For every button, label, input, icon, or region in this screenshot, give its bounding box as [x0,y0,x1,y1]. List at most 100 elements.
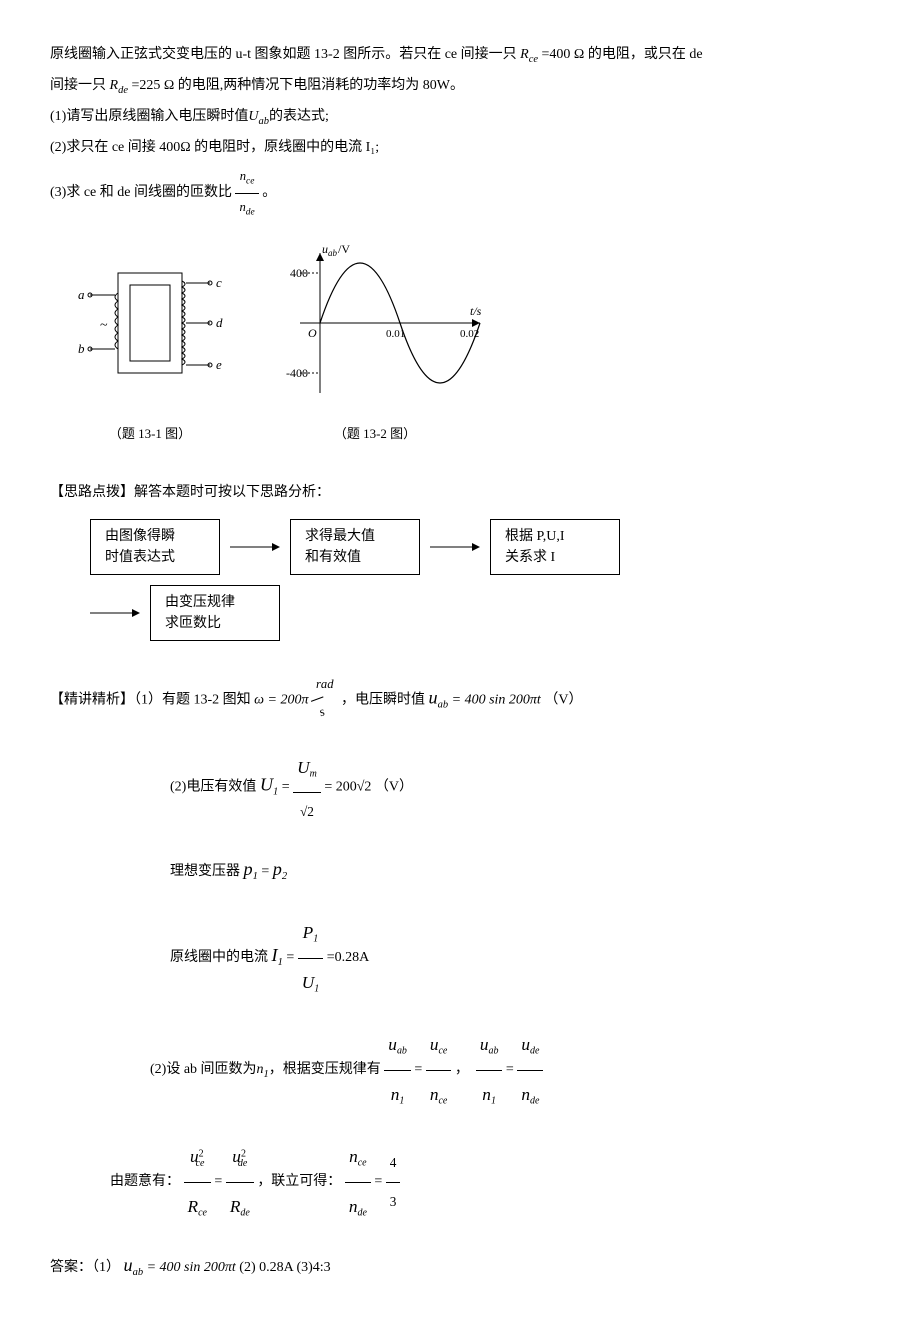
solution-2a: (2)电压有效值 U1 = Um √2 = 200√2 （V） [170,744,870,831]
flow-box-1: 由图像得瞬 时值表达式 [90,519,220,575]
solution-3b: 由题意有： u2ce Rce = u2de Rde ，联立可得： nce nde… [110,1133,870,1231]
label-e: e [216,357,222,372]
text: (1)请写出原线圈输入电压瞬时值 [50,109,248,124]
flow-box-2: 求得最大值 和有效值 [290,519,420,575]
question-1: (1)请写出原线圈输入电压瞬时值Uab的表达式; [50,102,870,133]
arrow-icon [230,542,280,552]
svg-text:ab: ab [328,248,338,258]
sine-chart: u ab /V 400 -400 O 0.01 0.02 t/s [260,243,490,403]
text: (2)求只在 ce 间接 400Ω 的电阻时，原线圈中的电流 I₁; [50,140,379,155]
x1-label: 0.01 [386,328,405,340]
num-var: P [303,923,314,942]
svg-text:~: ~ [100,318,108,333]
figure-13-2: u ab /V 400 -400 O 0.01 0.02 t/s （题 13-2… [260,243,490,448]
var-n: n [257,1062,264,1077]
value: = 200√2 （V） [324,779,413,794]
uab-rhs: = 400 sin 200πt [452,693,541,708]
var-u: u [429,688,438,708]
text: 时值表达式 [105,547,205,568]
text: ，根据变压规律有 [269,1062,385,1077]
frac-uab-n1: uab n1 [384,1021,411,1119]
sub-de: de [118,85,128,96]
text: 和有效值 [305,547,405,568]
sub: 1 [278,957,283,968]
text: 求匝数比 [165,613,265,634]
var-U: U [248,109,258,124]
frac-ude2-Rde: u2de Rde [226,1133,254,1231]
text: (2) 0.28A (3)4:3 [239,1260,330,1275]
frac-uab-n1-2: uab n1 [476,1021,503,1119]
text: 根据 P,U,I [505,526,605,547]
den-var: U [302,973,314,992]
num-sub: m [310,768,317,779]
var-U: U [260,774,273,794]
num-sub: 1 [313,934,318,945]
unit: （V） [544,693,582,708]
label-b: b [78,341,85,356]
var-R: R [520,47,529,62]
label-d: d [216,315,223,330]
arrow-icon [90,608,140,618]
frac-uce2-Rce: u2ce Rce [184,1133,211,1231]
frac-Um-sqrt2: Um √2 [293,744,321,831]
den: 3 [386,1183,401,1220]
var-R: R [110,78,119,93]
sub-1: 1 [273,786,278,797]
x2-label: 0.02 [460,328,479,340]
solution-1: 【精讲精析】（1）有题 13-2 图知 ω = 200π rad s ，电压瞬时… [50,671,870,730]
var-p: p [244,859,253,879]
sub: ab [133,1267,144,1278]
ymin-label: -400 [286,366,308,380]
sub: 1 [253,871,258,882]
text: 【思路点拨】解答本题时可按以下思路分析： [50,485,330,500]
frac-rad-s: rad s [312,671,338,730]
sub-ab: ab [438,700,449,711]
text: ，联立可得： [257,1174,341,1189]
den-sub: 1 [314,983,319,994]
den: √2 [293,793,321,830]
sub-ab: ab [258,116,269,127]
answer-line: 答案：（1） uab = 400 sin 200πt (2) 0.28A (3)… [50,1245,870,1285]
solution-2b: 理想变压器 p1 = p2 [170,844,870,895]
frac-4-3: 4 3 [386,1144,401,1219]
text: (2)电压有效值 [170,779,256,794]
svg-text:/V: /V [338,243,350,256]
ymax-label: 400 [290,266,308,280]
text: 间接一只 [50,78,110,93]
text: 由题意有： [110,1174,180,1189]
text: 关系求 I [505,547,605,568]
frac-P1-U1: P1 U1 [298,909,323,1007]
origin-label: O [308,326,317,340]
num-sub: ce [246,177,254,187]
fig1-caption: （题 13-1 图） [70,420,230,449]
frac-ude-nde: ude nde [517,1021,543,1119]
text: 。 [262,186,276,201]
hint-heading: 【思路点拨】解答本题时可按以下思路分析： [50,478,870,509]
text: 由图像得瞬 [105,526,205,547]
problem-line1: 原线圈输入正弦式交变电压的 u-t 图象如题 13-2 图所示。若只在 ce 间… [50,40,870,71]
num-var: U [297,758,309,777]
text: 原线圈输入正弦式交变电压的 u-t 图象如题 13-2 图所示。若只在 ce 间… [50,47,520,62]
text: =400 Ω 的电阻，或只在 de [538,47,703,62]
text: =225 Ω 的电阻,两种情况下电阻消耗的功率均为 80W。 [128,78,464,93]
text: rad [316,677,334,691]
var-p: p [273,859,282,879]
text: (2)设 ab 间匝数为 [150,1062,257,1077]
text: s [317,704,326,719]
flow-box-4: 由变压规律 求匝数比 [150,585,280,641]
label-c: c [216,275,222,290]
text: (3)求 ce 和 de 间线圈的匝数比 [50,186,235,201]
value: =0.28A [327,951,370,966]
text: 求得最大值 [305,526,405,547]
flowchart-row2: 由变压规律 求匝数比 [90,585,870,641]
frac-nce-nde: nce nde [235,163,258,223]
num: 4 [386,1144,401,1182]
fig2-caption: （题 13-2 图） [260,420,490,449]
text: 答案：（1） [50,1260,120,1275]
flow-box-3: 根据 P,U,I 关系求 I [490,519,620,575]
text: 理想变压器 [170,864,244,879]
problem-line2: 间接一只 Rde =225 Ω 的电阻,两种情况下电阻消耗的功率均为 80W。 [50,71,870,102]
text: 由变压规律 [165,592,265,613]
xlabel: t/s [470,304,482,318]
figure-13-1: ~ a b c d e （题 13-1 图） [70,253,230,448]
